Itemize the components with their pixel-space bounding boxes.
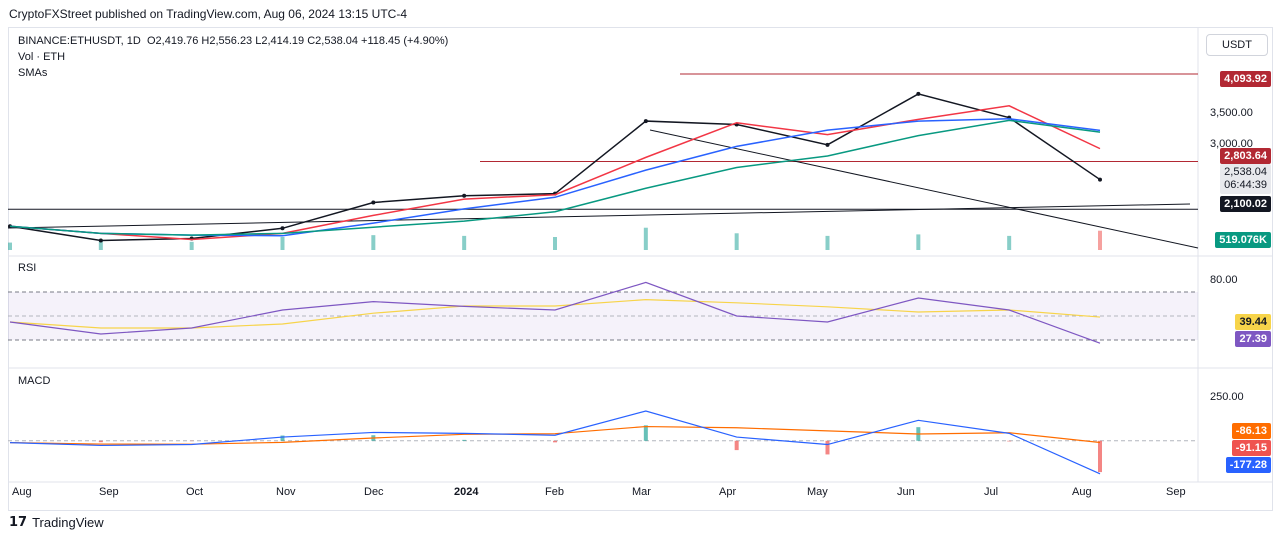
price-point bbox=[98, 238, 103, 243]
tradingview-mark-icon: 17 bbox=[9, 515, 28, 530]
time-axis-label: Dec bbox=[364, 486, 384, 498]
time-axis-label: Apr bbox=[719, 486, 737, 498]
last-price: 2,538.04 bbox=[1224, 166, 1267, 178]
macd-histogram-bar bbox=[643, 425, 648, 441]
volume-bar bbox=[916, 234, 921, 250]
time-axis-label: Aug bbox=[12, 486, 32, 498]
volume-label: 519.076K bbox=[1215, 232, 1271, 248]
macd-histogram-bar bbox=[1007, 440, 1012, 442]
level-mid-label: 2,803.64 bbox=[1220, 148, 1271, 164]
level-high-label: 4,093.92 bbox=[1220, 71, 1271, 87]
macd-hist-label: -86.13 bbox=[1231, 423, 1271, 439]
volume-bar bbox=[189, 241, 194, 250]
volume-bar bbox=[371, 235, 376, 250]
chart-frame bbox=[8, 27, 1273, 511]
descending-trendline bbox=[649, 129, 1199, 249]
time-axis-label: May bbox=[807, 486, 828, 498]
sma-red-line bbox=[9, 105, 1101, 241]
time-axis-label: Mar bbox=[632, 486, 651, 498]
time-axis-label: Sep bbox=[99, 486, 119, 498]
macd-histogram-bar bbox=[734, 440, 739, 451]
macd-line bbox=[9, 410, 1101, 475]
price-point bbox=[916, 91, 921, 96]
price-point bbox=[825, 142, 830, 147]
volume-bar bbox=[825, 235, 830, 250]
rsi-line bbox=[9, 281, 1101, 344]
ascending-trendline bbox=[7, 203, 1191, 229]
time-axis-label: Jul bbox=[984, 486, 999, 498]
macd-histogram-bar bbox=[280, 435, 285, 441]
time-axis-label: Oct bbox=[186, 486, 204, 498]
support-level-label: 2,100.02 bbox=[1220, 196, 1271, 212]
volume-bar bbox=[98, 240, 103, 250]
macd-histogram-bar bbox=[1098, 440, 1102, 473]
rsi-tick-80: 80.00 bbox=[1210, 274, 1238, 286]
price-point bbox=[1098, 177, 1102, 182]
publisher-credit: CryptoFXStreet published on TradingView.… bbox=[9, 7, 408, 21]
macd-line-label: -177.28 bbox=[1225, 457, 1271, 473]
rsi-ma-label: 39.44 bbox=[1235, 314, 1271, 330]
rsi-value-label: 27.39 bbox=[1235, 331, 1271, 347]
countdown: 06:44:39 bbox=[1224, 179, 1267, 191]
macd-histogram-bar bbox=[462, 439, 467, 441]
macd-histogram-bar bbox=[553, 440, 557, 443]
macd-histogram-bar bbox=[98, 440, 103, 443]
time-axis-label: 2024 bbox=[454, 486, 479, 498]
volume-bar bbox=[553, 237, 557, 250]
volume-bar bbox=[734, 233, 739, 250]
macd-tick-250: 250.00 bbox=[1210, 391, 1244, 403]
volume-bar bbox=[280, 237, 285, 250]
price-point bbox=[280, 226, 285, 231]
volume-bar bbox=[8, 242, 12, 250]
legend-smas[interactable]: SMAs bbox=[18, 67, 48, 79]
volume-bar bbox=[643, 227, 648, 250]
time-axis-label: Nov bbox=[276, 486, 296, 498]
legend-symbol: BINANCE:ETHUSDT, 1D bbox=[18, 35, 141, 47]
price-point bbox=[643, 119, 648, 124]
volume-bar bbox=[1098, 230, 1102, 250]
price-point bbox=[371, 200, 376, 205]
legend-row-symbol: BINANCE:ETHUSDT, 1D O2,419.76 H2,556.23 … bbox=[18, 35, 448, 47]
price-tick-3500: 3,500.00 bbox=[1210, 107, 1253, 119]
time-axis-label: Jun bbox=[897, 486, 915, 498]
sma-blue-line bbox=[9, 118, 1101, 237]
macd-signal-label: -91.15 bbox=[1231, 440, 1271, 456]
time-axis-label: Aug bbox=[1072, 486, 1092, 498]
legend-ohlc: O2,419.76 H2,556.23 L2,414.19 C2,538.04 … bbox=[146, 35, 449, 47]
time-axis-label: Feb bbox=[545, 486, 564, 498]
volume-bar bbox=[462, 235, 467, 250]
time-axis-label: Sep bbox=[1166, 486, 1186, 498]
last-price-label: 2,538.04 06:44:39 bbox=[1220, 164, 1271, 194]
volume-bar bbox=[1007, 235, 1012, 250]
rsi-title[interactable]: RSI bbox=[18, 262, 37, 274]
price-tick-3000: 3,000.00 bbox=[1210, 138, 1253, 150]
sma-green-line bbox=[9, 119, 1101, 236]
macd-title[interactable]: MACD bbox=[18, 375, 51, 387]
price-point bbox=[462, 193, 467, 198]
tradingview-logo[interactable]: 17 TradingView bbox=[9, 515, 104, 530]
macd-histogram-bar bbox=[825, 440, 830, 455]
tradingview-brand: TradingView bbox=[32, 515, 104, 530]
legend-volume[interactable]: Vol · ETH bbox=[18, 51, 66, 63]
currency-button[interactable]: USDT bbox=[1206, 34, 1268, 56]
